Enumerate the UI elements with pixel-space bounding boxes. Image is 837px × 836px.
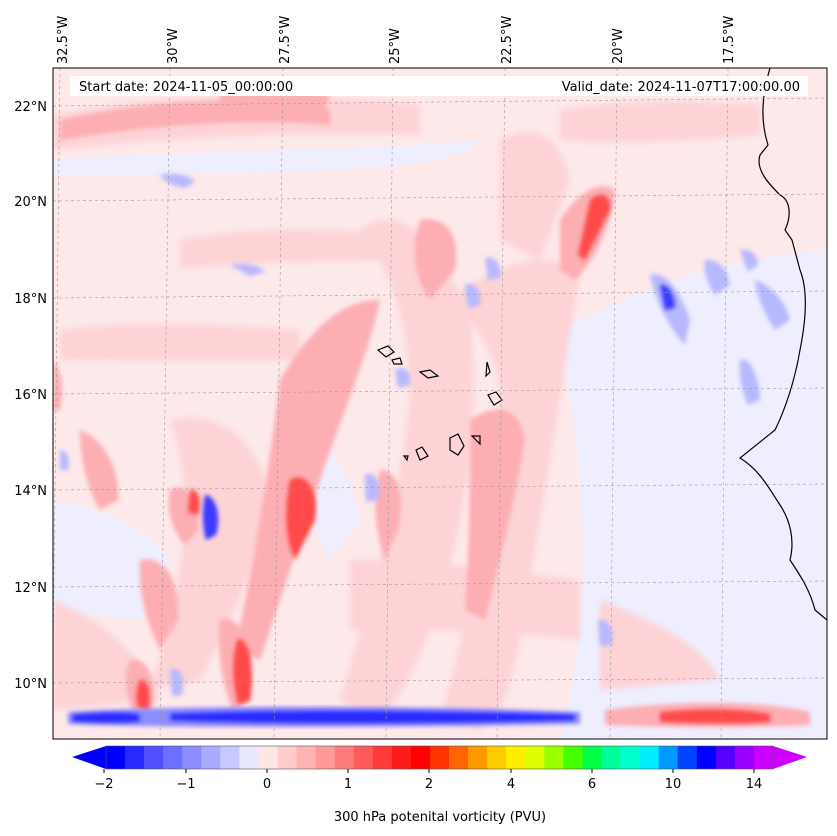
colorbar-cell <box>582 746 602 769</box>
start-date-text: Start date: 2024-11-05_00:00:00 <box>79 80 293 95</box>
colorbar-cell <box>753 746 774 769</box>
lat-label: 16°N <box>14 388 47 403</box>
colorbar-cell <box>334 746 355 769</box>
colorbar-cell <box>315 746 336 769</box>
info-banner <box>70 76 808 96</box>
colorbar-tick-label: 10 <box>665 777 682 792</box>
colorbar-over-arrow <box>773 746 807 769</box>
colorbar-cell <box>372 746 393 769</box>
colorbar-cell <box>201 746 221 769</box>
colorbar-tick-label: 6 <box>588 777 596 792</box>
latitude-labels: 22°N 20°N 18°N 16°N 14°N 12°N 10°N <box>14 100 47 692</box>
colorbar-tick-label: 2 <box>425 777 433 792</box>
lat-label: 10°N <box>14 677 47 692</box>
colorbar-tick-label: −2 <box>94 777 113 792</box>
lat-label: 18°N <box>14 292 47 307</box>
colorbar-cell <box>487 746 507 769</box>
colorbar-cell <box>353 746 374 769</box>
colorbar-cell <box>429 746 450 769</box>
colorbar-cell <box>144 746 164 769</box>
longitude-labels: 32.5°W 30°W 27.5°W 25°W 22.5°W 20°W 17.5… <box>56 16 737 64</box>
colorbar-cell <box>220 746 240 769</box>
colorbar-cell <box>106 746 126 769</box>
lat-label: 14°N <box>14 484 47 499</box>
lon-label: 22.5°W <box>500 16 515 64</box>
colorbar-title: 300 hPa potenital vorticity (PVU) <box>334 810 546 825</box>
colorbar-cell <box>258 746 278 769</box>
valid-date-text: Valid_date: 2024-11-07T17:00:00.00 <box>562 80 800 95</box>
colorbar-cell <box>506 746 526 769</box>
colorbar-cell <box>182 746 202 769</box>
colorbar-cell <box>620 746 640 769</box>
colorbar-cell <box>296 746 317 769</box>
lat-label: 22°N <box>14 100 47 115</box>
colorbar-cell <box>658 746 679 769</box>
lon-label: 32.5°W <box>56 16 71 64</box>
colorbar-tick-label: 1 <box>344 777 352 792</box>
cape-verde-islands <box>376 345 503 462</box>
colorbar-cell <box>601 746 621 769</box>
coastline <box>738 68 827 621</box>
pv-field <box>53 68 827 739</box>
colorbar-cell <box>525 746 545 769</box>
lon-label: 17.5°W <box>722 16 737 64</box>
colorbar-tick-label: 14 <box>746 777 763 792</box>
lat-label: 20°N <box>14 195 47 210</box>
colorbar-cell <box>239 746 259 769</box>
colorbar-cell <box>715 746 736 769</box>
colorbar-cell <box>677 746 698 769</box>
colorbar-tick-label: −1 <box>176 777 195 792</box>
lon-label: 30°W <box>166 28 181 64</box>
colorbar-cell <box>696 746 717 769</box>
colorbar-under-arrow <box>72 746 106 769</box>
colorbar: −2 −1 0 1 2 4 6 10 14 300 hPa potenital vorticit… <box>72 745 807 825</box>
lon-label: 20°W <box>611 28 626 64</box>
colorbar-tick-label: 0 <box>263 777 271 792</box>
lon-label: 27.5°W <box>278 16 293 64</box>
colorbar-cell <box>277 746 297 769</box>
colorbar-cell <box>449 746 469 769</box>
colorbar-cell <box>163 746 183 769</box>
colorbar-tick-label: 4 <box>507 777 515 792</box>
colorbar-cell <box>563 746 583 769</box>
colorbar-cell <box>410 746 431 769</box>
colorbar-cell <box>734 746 755 769</box>
colorbar-cell <box>391 746 412 769</box>
colorbar-cell <box>468 746 488 769</box>
lat-label: 12°N <box>14 581 47 596</box>
lon-label: 25°W <box>388 28 403 64</box>
colorbar-cell <box>125 746 145 769</box>
colorbar-cell <box>639 746 660 769</box>
colorbar-cell <box>544 746 564 769</box>
